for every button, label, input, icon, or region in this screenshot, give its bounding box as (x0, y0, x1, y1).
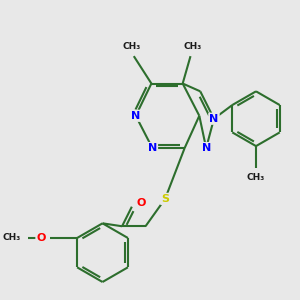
Text: CH₃: CH₃ (247, 173, 265, 182)
Text: O: O (37, 233, 46, 243)
Text: S: S (161, 194, 169, 204)
Text: CH₃: CH₃ (2, 233, 20, 242)
Text: N: N (209, 114, 219, 124)
Text: N: N (131, 111, 140, 121)
Text: N: N (148, 143, 157, 153)
Text: O: O (137, 198, 146, 208)
Text: N: N (202, 143, 211, 153)
Text: CH₃: CH₃ (123, 42, 141, 51)
Text: CH₃: CH₃ (183, 42, 202, 51)
